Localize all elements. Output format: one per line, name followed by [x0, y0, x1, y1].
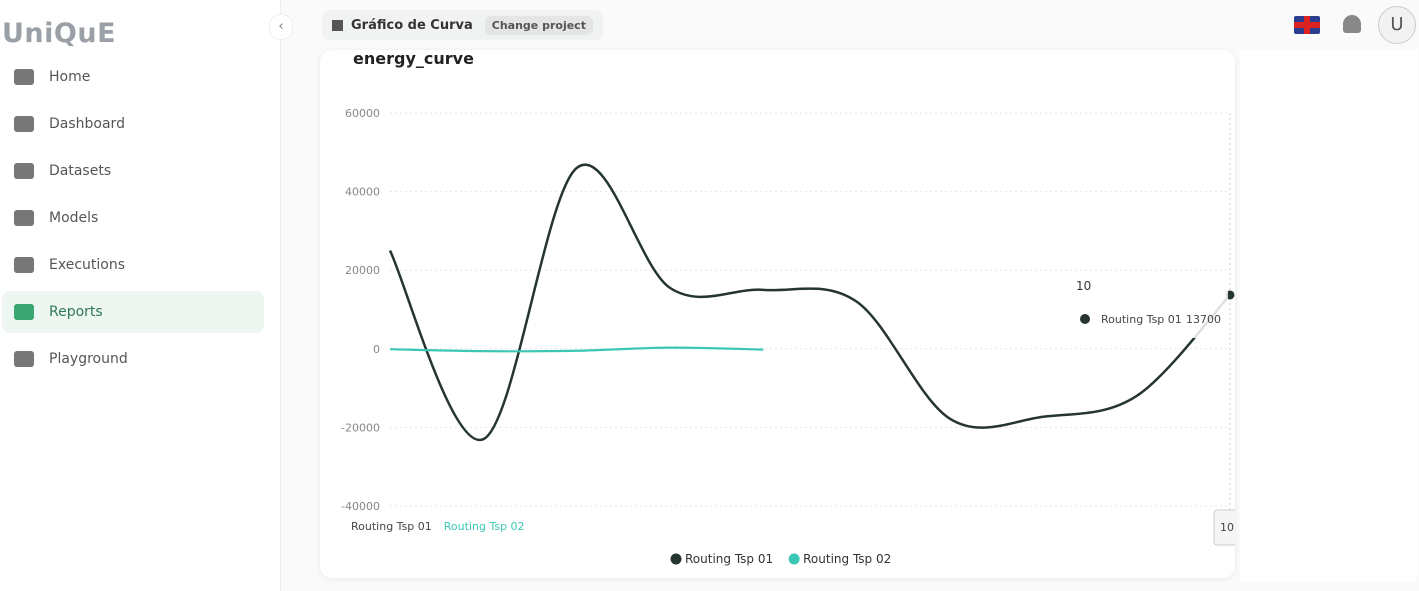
legend-swatch: [788, 553, 800, 565]
sidebar: UniQuE Home Dashboard Datasets Models Execut…: [0, 0, 281, 591]
y-tick-label: 40000: [345, 186, 380, 199]
page-title: Gráfico de Curva: [351, 17, 473, 33]
y-tick-label: 60000: [345, 107, 380, 120]
collapse-button[interactable]: ‹: [269, 14, 293, 40]
nav-icon: [14, 163, 34, 179]
logo: UniQuE: [2, 18, 117, 49]
tooltip-title: 10: [1076, 279, 1091, 293]
nav-label: Executions: [49, 257, 125, 273]
nav-item[interactable]: Executions: [2, 244, 264, 286]
avatar[interactable]: U: [1378, 6, 1416, 44]
y-tick-label: 0: [373, 343, 380, 356]
chart: energy_curve -40000 -20000 0 20000 40000 6000…: [341, 50, 1235, 566]
tooltip-swatch: [1080, 314, 1090, 324]
y-tick-label: 20000: [345, 264, 380, 277]
y-tick-label: -40000: [341, 500, 380, 513]
nav-icon: [14, 210, 34, 226]
nav-icon: [14, 257, 34, 273]
nav-label: Dashboard: [49, 116, 125, 132]
series-line: [388, 163, 1231, 441]
nav-label: Datasets: [49, 163, 112, 179]
brush-handle: [1213, 509, 1235, 546]
nav-item[interactable]: Home: [2, 56, 264, 98]
nav-icon: [14, 351, 34, 367]
tooltip-value: 13700: [1186, 313, 1221, 326]
nav-item[interactable]: Datasets: [2, 150, 264, 192]
chart-card: energy_curve -40000 -20000 0 20000 40000 6000…: [320, 50, 1235, 578]
nav-item[interactable]: Dashboard: [2, 103, 264, 145]
tooltip: 10 Routing Tsp 01 13700: [1068, 272, 1228, 338]
brush-label: Routing Tsp 01: [351, 520, 432, 533]
nav: Home Dashboard Datasets Models Executions Rep…: [2, 56, 264, 385]
legend-swatch: [670, 553, 682, 565]
nav-icon: [14, 304, 34, 320]
notifications[interactable]: [1343, 15, 1361, 33]
nav-icon: [14, 116, 34, 132]
tooltip-series: Routing Tsp 01: [1101, 313, 1182, 326]
language-flag[interactable]: [1294, 16, 1320, 34]
grid-icon: [332, 19, 343, 31]
brush-end-label: 10: [1220, 521, 1234, 534]
change-project-button[interactable]: Change project: [484, 15, 593, 35]
y-tick-label: -20000: [341, 421, 380, 434]
legend-label: Routing Tsp 02: [803, 552, 891, 566]
nav-icon: [14, 69, 34, 85]
tooltip-box: [1068, 272, 1228, 338]
nav-label: Reports: [49, 304, 103, 320]
series-line: [389, 346, 764, 353]
side-panel: [1240, 50, 1418, 583]
nav-label: Playground: [49, 351, 128, 367]
legend-label: Routing Tsp 01: [685, 552, 773, 566]
project-pill: Gráfico de Curva Change project: [322, 10, 603, 40]
nav-label: Models: [49, 210, 99, 226]
nav-item[interactable]: Reports: [2, 291, 264, 333]
nav-label: Home: [49, 69, 91, 85]
brush-label: Routing Tsp 02: [444, 520, 525, 533]
nav-item[interactable]: Playground: [2, 338, 264, 380]
nav-item[interactable]: Models: [2, 197, 264, 239]
chart-title: energy_curve: [353, 50, 474, 68]
